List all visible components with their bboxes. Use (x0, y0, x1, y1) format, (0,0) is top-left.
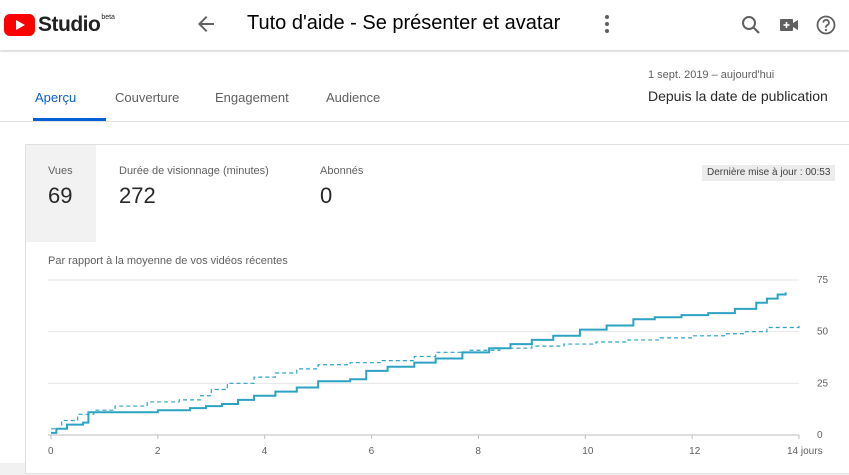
youtube-play-icon (4, 14, 35, 36)
date-range-selector[interactable]: Depuis la date de publication (648, 88, 828, 104)
date-range-text[interactable]: 1 sept. 2019 – aujourd'hui (648, 69, 775, 81)
search-icon[interactable] (739, 13, 763, 37)
tab-couverture[interactable]: Couverture (115, 90, 180, 105)
average-series-line (51, 325, 800, 430)
studio-logo[interactable]: Studio beta (4, 11, 115, 39)
x-tick-label: 2 (155, 446, 161, 457)
chart-series (51, 292, 800, 434)
x-axis-labels: 0 2 4 6 8 10 12 14 jours (48, 446, 823, 457)
x-tick-label: 12 (689, 446, 701, 457)
logo-text: Studio (38, 13, 101, 36)
more-options-icon[interactable] (596, 13, 618, 35)
y-tick-label: 50 (817, 327, 829, 338)
metric-subscribers[interactable]: Abonnés 0 (296, 145, 446, 242)
top-bar: Studio beta Tuto d'aide - Se présenter e… (0, 0, 849, 50)
chart-gridlines (48, 279, 800, 439)
analytics-page: Aperçu Couverture Engagement Audience 1 … (0, 52, 849, 474)
metric-views[interactable]: Vues 69 (26, 145, 96, 242)
last-update-badge: Dernière mise à jour : 00:53 (702, 165, 836, 181)
y-tick-label: 75 (817, 275, 829, 286)
analytics-tabs: Aperçu Couverture Engagement Audience 1 … (0, 52, 849, 122)
comparison-label: Par rapport à la moyenne de vos vidéos r… (48, 255, 288, 267)
tab-apercu[interactable]: Aperçu (35, 90, 77, 105)
metric-watch-time[interactable]: Durée de visionnage (minutes) 272 (96, 145, 296, 242)
active-tab-indicator (33, 118, 106, 121)
metric-label: Abonnés (320, 165, 364, 177)
x-tick-label: 6 (369, 446, 375, 457)
metric-value: 69 (48, 183, 73, 208)
back-arrow-icon[interactable] (194, 12, 218, 36)
x-tick-label: 8 (475, 446, 481, 457)
help-icon[interactable] (814, 13, 838, 37)
create-video-icon[interactable] (777, 13, 801, 37)
x-tick-label: 10 (582, 446, 594, 457)
y-tick-label: 0 (817, 430, 823, 441)
x-tick-label: 14 jours (787, 446, 823, 457)
y-axis-labels: 0 25 50 75 (817, 275, 829, 441)
tab-engagement[interactable]: Engagement (215, 90, 289, 105)
video-title: Tuto d'aide - Se présenter et avatar (247, 12, 561, 34)
y-tick-label: 25 (817, 378, 829, 389)
views-series-line (51, 292, 787, 434)
logo-beta-badge: beta (101, 13, 115, 21)
metric-value: 0 (320, 183, 333, 208)
metric-value: 272 (119, 183, 156, 208)
x-tick-label: 4 (262, 446, 268, 457)
metric-label: Durée de visionnage (minutes) (119, 165, 269, 177)
views-chart: 0 25 50 75 0 2 4 6 8 10 12 14 jours (48, 275, 829, 457)
tab-audience[interactable]: Audience (326, 90, 381, 105)
overview-card: Vues 69 Durée de visionnage (minutes) 27… (25, 144, 849, 474)
x-tick-label: 0 (48, 446, 54, 457)
metric-label: Vues (48, 165, 73, 177)
